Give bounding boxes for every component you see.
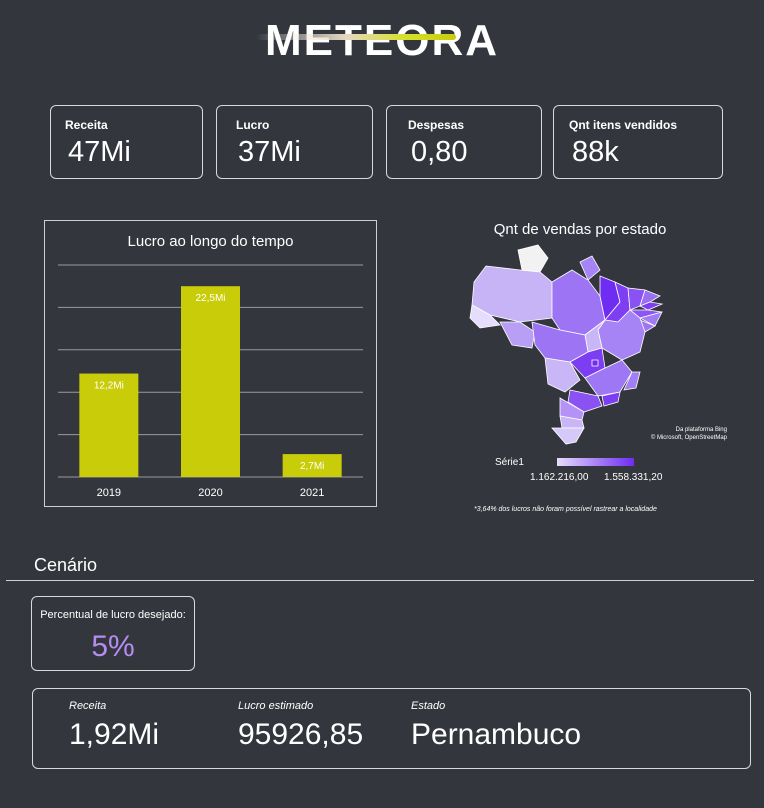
bar-2021[interactable] — [282, 454, 342, 477]
bar-chart-svg: 12,2Mi 2019 22,5Mi 2020 2,7Mi 2021 — [58, 264, 363, 499]
map-credit-line1: Da plataforma Bing — [675, 427, 727, 433]
map-title: Qnt de vendas por estado — [493, 221, 667, 238]
scenario-receita-label: Receita — [69, 700, 107, 712]
state-mt — [531, 321, 589, 363]
state-ba — [597, 309, 646, 361]
state-pr — [559, 397, 585, 421]
map-legend-min: 1.162.216,00 — [530, 472, 589, 483]
data-label-2019: 12,2Mi — [94, 381, 124, 392]
map-credit-line2: © Microsoft, OpenStreetMap — [650, 435, 727, 441]
chart-title: Lucro ao longo do tempo — [127, 233, 294, 250]
state-ro — [499, 321, 536, 349]
state-df — [591, 359, 599, 367]
scenario-title: Cenário — [34, 555, 98, 575]
state-rr — [517, 244, 549, 273]
state-ce — [627, 287, 646, 311]
bar-2019[interactable] — [79, 373, 139, 477]
map-attribution: Da plataforma Bing © Microsoft, OpenStre… — [600, 426, 727, 442]
kpi-card-lucro: Lucro 37Mi — [216, 105, 373, 179]
kpi-value: 37Mi — [238, 136, 301, 168]
state-mg — [584, 359, 633, 397]
data-label-2020: 22,5Mi — [195, 293, 225, 304]
scenario-estado-label: Estado — [411, 700, 446, 712]
scenario-results-card: Receita 1,92Mi Lucro estimado 95926,85 E… — [32, 688, 751, 769]
state-ap — [579, 255, 601, 281]
state-al — [638, 311, 663, 327]
bar-2020[interactable] — [181, 286, 240, 477]
state-go — [569, 347, 606, 379]
state-ma — [599, 275, 621, 321]
state-rj — [601, 391, 621, 407]
kpi-value: 0,80 — [411, 136, 468, 168]
map-states[interactable] — [469, 244, 664, 445]
state-se — [639, 319, 656, 333]
kpi-label: Receita — [65, 118, 108, 132]
desired-profit-card[interactable]: Percentual de lucro desejado: 5% — [31, 596, 195, 671]
map-legend-series: Série1 — [495, 457, 524, 468]
kpi-card-itens: Qnt itens vendidos 88k — [553, 105, 723, 179]
kpi-value: 47Mi — [68, 136, 131, 168]
state-rs — [551, 427, 585, 445]
kpi-card-despesas: Despesas 0,80 — [386, 105, 542, 179]
x-tick-2020: 2020 — [198, 487, 222, 499]
map-footnote: *3,64% dos lucros não foram possível ras… — [474, 506, 657, 513]
kpi-label: Despesas — [408, 118, 465, 132]
scenario-lucro-value: 95926,85 — [238, 718, 364, 751]
map-legend-gradient — [557, 458, 634, 466]
kpi-card-receita: Receita 47Mi — [50, 105, 203, 179]
state-pa — [551, 269, 606, 336]
x-tick-2021: 2021 — [300, 487, 324, 499]
kpi-label: Qnt itens vendidos — [569, 118, 678, 132]
desired-profit-label: Percentual de lucro desejado: — [40, 609, 186, 621]
map-legend-max: 1.558.331,20 — [604, 472, 663, 483]
section-divider — [6, 580, 754, 581]
scenario-estado-value: Pernambuco — [411, 718, 582, 751]
data-label-2021: 2,7Mi — [300, 461, 324, 472]
state-ms — [544, 357, 581, 393]
x-tick-2019: 2019 — [97, 487, 121, 499]
scenario-receita-value: 1,92Mi — [69, 718, 160, 751]
state-sc — [559, 415, 585, 429]
meteora-logo: METEORA — [256, 16, 497, 64]
kpi-label: Lucro — [236, 118, 270, 132]
profit-over-time-chart[interactable]: Lucro ao longo do tempo 12,2Mi 2019 22,5Mi… — [44, 220, 377, 507]
desired-profit-value[interactable]: 5% — [91, 630, 135, 663]
state-to — [584, 319, 606, 353]
state-rn — [639, 289, 661, 307]
kpi-value: 88k — [572, 136, 619, 168]
state-pe — [628, 309, 663, 319]
state-am — [471, 265, 553, 323]
state-es — [623, 371, 641, 391]
state-pb — [639, 301, 664, 311]
scenario-lucro-label: Lucro estimado — [238, 700, 314, 712]
state-ac — [469, 304, 501, 329]
state-pi — [604, 281, 631, 323]
state-sp — [567, 389, 603, 413]
